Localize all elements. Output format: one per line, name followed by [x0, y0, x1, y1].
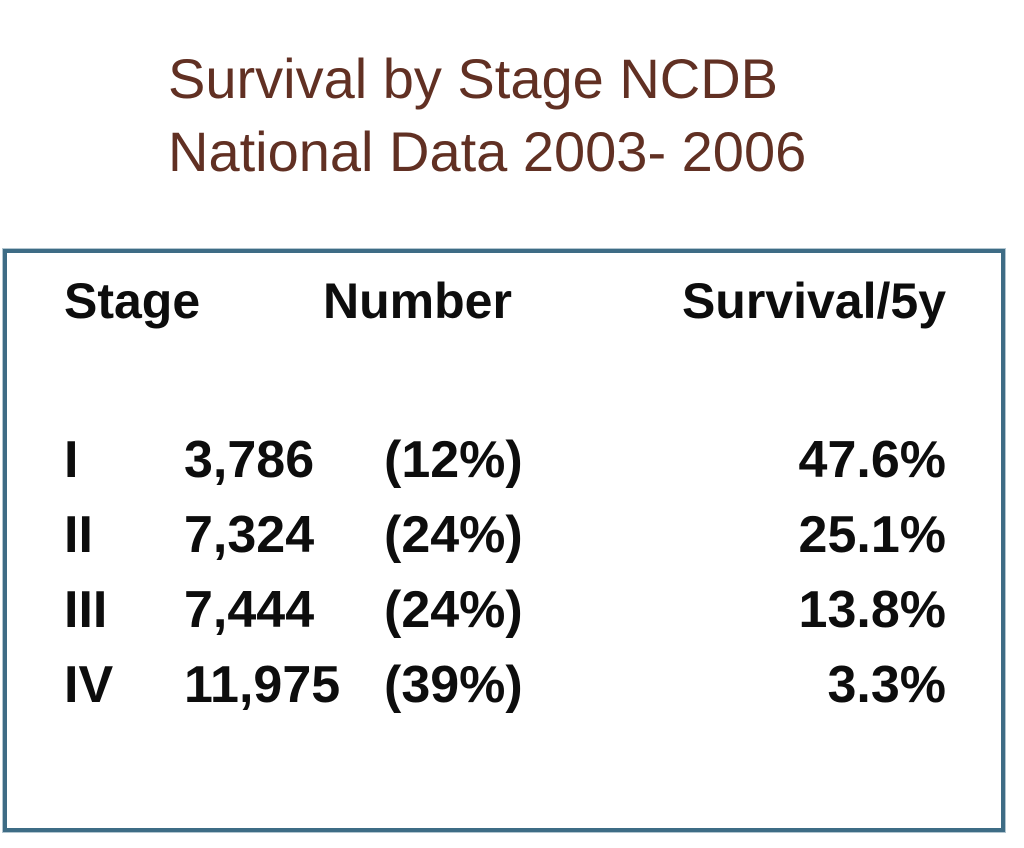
header-stage: Stage: [64, 273, 201, 329]
table-row-stage-1: I 3,786 (12%) 47.6%: [64, 423, 971, 498]
table-row-stage-2: II 7,324 (24%) 25.1%: [64, 498, 971, 573]
slide-title: Survival by Stage NCDB National Data 200…: [168, 42, 806, 188]
stage-value: I: [64, 431, 79, 489]
slide-title-line2: National Data 2003- 2006: [168, 120, 807, 183]
number-count: 7,324: [184, 506, 315, 564]
number-value: 11,975 (39%): [184, 648, 651, 723]
number-count: 7,444: [184, 581, 315, 639]
header-survival: Survival/5y: [681, 273, 946, 329]
number-pct: (24%): [384, 506, 523, 564]
number-value: 7,444 (24%): [184, 573, 651, 648]
table-header-row: Stage Number Survival/5y: [64, 267, 971, 335]
number-pct: (12%): [384, 431, 523, 489]
number-value: 7,324 (24%): [184, 498, 651, 573]
number-count: 3,786: [184, 431, 315, 489]
survival-table: Stage Number Survival/5y I 3,786 (12%) 47…: [7, 253, 1001, 723]
survival-table-box: Stage Number Survival/5y I 3,786 (12%) 47…: [3, 249, 1005, 832]
number-count: 11,975: [184, 656, 341, 714]
survival-value: 13.8%: [798, 581, 946, 639]
survival-value: 25.1%: [798, 506, 946, 564]
table-row-stage-4: IV 11,975 (39%) 3.3%: [64, 648, 971, 723]
stage-value: IV: [64, 656, 114, 714]
survival-value: 3.3%: [827, 656, 946, 714]
stage-value: III: [64, 581, 108, 639]
number-pct: (24%): [384, 581, 523, 639]
number-pct: (39%): [384, 656, 523, 714]
table-row-stage-3: III 7,444 (24%) 13.8%: [64, 573, 971, 648]
survival-value: 47.6%: [798, 431, 946, 489]
slide-title-line1: Survival by Stage NCDB: [168, 47, 779, 110]
header-number: Number: [323, 273, 512, 329]
number-value: 3,786 (12%): [184, 423, 651, 498]
stage-value: II: [64, 506, 93, 564]
